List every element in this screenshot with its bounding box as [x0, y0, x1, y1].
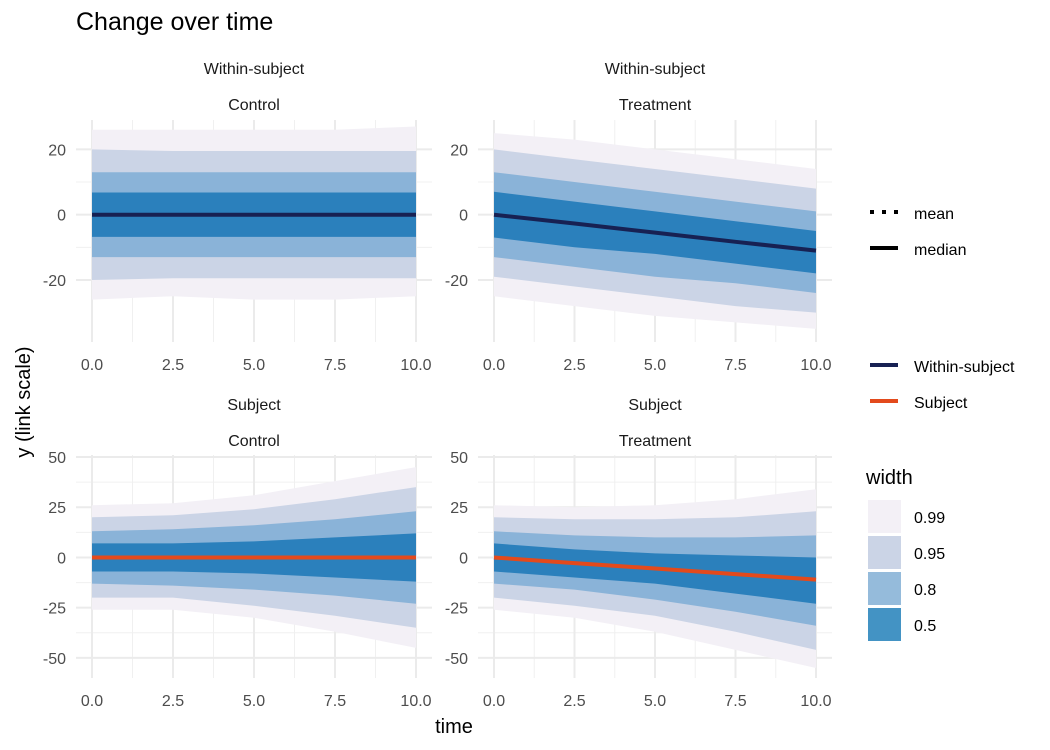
- facet-strip-top: Within-subject: [605, 61, 706, 78]
- y-tick-label: 50: [450, 450, 468, 467]
- x-tick-label: 2.5: [162, 693, 184, 710]
- x-tick-label: 10.0: [400, 357, 431, 374]
- y-axis-title: y (link scale): [13, 346, 35, 457]
- legend-label-width: 0.99: [914, 510, 945, 527]
- y-tick-label: 25: [450, 500, 468, 517]
- facet-strip-bottom: Control: [228, 433, 280, 450]
- legend-label-series: Within-subject: [914, 359, 1015, 376]
- x-tick-label: 7.5: [324, 357, 346, 374]
- x-tick-label: 10.0: [400, 693, 431, 710]
- y-tick-label: -50: [43, 651, 66, 668]
- facet-panel-1: Within-subject Control 0.0 2.5 5.0 7.5 10.0 -20…: [43, 61, 432, 374]
- y-tick-label: -50: [445, 651, 468, 668]
- median-line: [493, 555, 817, 582]
- x-tick-label: 2.5: [162, 357, 184, 374]
- facet-strip-bottom: Control: [228, 97, 280, 114]
- y-tick-label: 0: [57, 208, 66, 225]
- facet-panels: Within-subject Control 0.0 2.5 5.0 7.5 10.0 -20…: [43, 61, 832, 710]
- x-tick-label: 2.5: [563, 693, 585, 710]
- x-tick-label: 7.5: [724, 357, 746, 374]
- y-tick-label: 0: [57, 550, 66, 567]
- y-tick-label: -25: [445, 601, 468, 618]
- facet-strip-top: Within-subject: [204, 61, 305, 78]
- x-axis-title: time: [435, 716, 473, 738]
- facet-panel-2: Within-subject Treatment 0.0 2.5 5.0 7.5 10.0 -…: [445, 61, 832, 374]
- facet-strip-top: Subject: [628, 397, 682, 414]
- legend-label-width: 0.5: [914, 618, 936, 635]
- x-tick-label: 10.0: [800, 693, 831, 710]
- y-tick-label: 50: [48, 450, 66, 467]
- x-tick-label: 7.5: [724, 693, 746, 710]
- x-tick-label: 7.5: [324, 693, 346, 710]
- width-key-1: [868, 536, 901, 569]
- width-key-2: [868, 572, 901, 605]
- y-tick-label: -20: [43, 273, 66, 290]
- x-tick-label: 0.0: [81, 693, 103, 710]
- legend-label-series: Subject: [914, 395, 968, 412]
- legend: mean median Within-subject Subject width 0.99…: [865, 206, 1015, 641]
- y-tick-label: 0: [459, 208, 468, 225]
- linetype-legend: mean median: [870, 206, 966, 259]
- interval-band-0-5: [494, 543, 816, 604]
- y-tick-label: -25: [43, 601, 66, 618]
- facet-panel-4: Subject Treatment 0.0 2.5 5.0 7.5 10.0 -50 -25 0 2…: [445, 397, 832, 710]
- legend-label-median: median: [914, 242, 966, 259]
- y-tick-label: 20: [48, 142, 66, 159]
- y-tick-label: 25: [48, 500, 66, 517]
- color-legend: Within-subject Subject: [870, 359, 1015, 412]
- x-tick-label: 5.0: [243, 693, 265, 710]
- x-tick-label: 5.0: [644, 357, 666, 374]
- x-tick-label: 2.5: [563, 357, 585, 374]
- width-key-0: [868, 500, 901, 533]
- x-tick-label: 0.0: [81, 357, 103, 374]
- y-tick-label: 0: [459, 550, 468, 567]
- x-tick-label: 10.0: [800, 357, 831, 374]
- width-legend: width 0.99 0.95 0.8 0.5: [865, 467, 945, 641]
- legend-label-width: 0.8: [914, 582, 936, 599]
- width-key-3: [868, 608, 901, 641]
- facet-strip-bottom: Treatment: [619, 433, 692, 450]
- legend-label-mean: mean: [914, 206, 954, 223]
- y-tick-label: -20: [445, 273, 468, 290]
- chart-title: Change over time: [76, 8, 273, 36]
- x-tick-label: 0.0: [483, 693, 505, 710]
- legend-label-width: 0.95: [914, 546, 945, 563]
- facet-strip-top: Subject: [227, 397, 281, 414]
- x-tick-label: 5.0: [243, 357, 265, 374]
- y-tick-label: 20: [450, 142, 468, 159]
- facet-panel-3: Subject Control 0.0 2.5 5.0 7.5 10.0 -50 -25 0 25 5…: [43, 397, 432, 710]
- legend-title-width: width: [865, 467, 913, 489]
- x-tick-label: 5.0: [644, 693, 666, 710]
- median-line: [493, 212, 817, 253]
- facet-strip-bottom: Treatment: [619, 97, 692, 114]
- x-tick-label: 0.0: [483, 357, 505, 374]
